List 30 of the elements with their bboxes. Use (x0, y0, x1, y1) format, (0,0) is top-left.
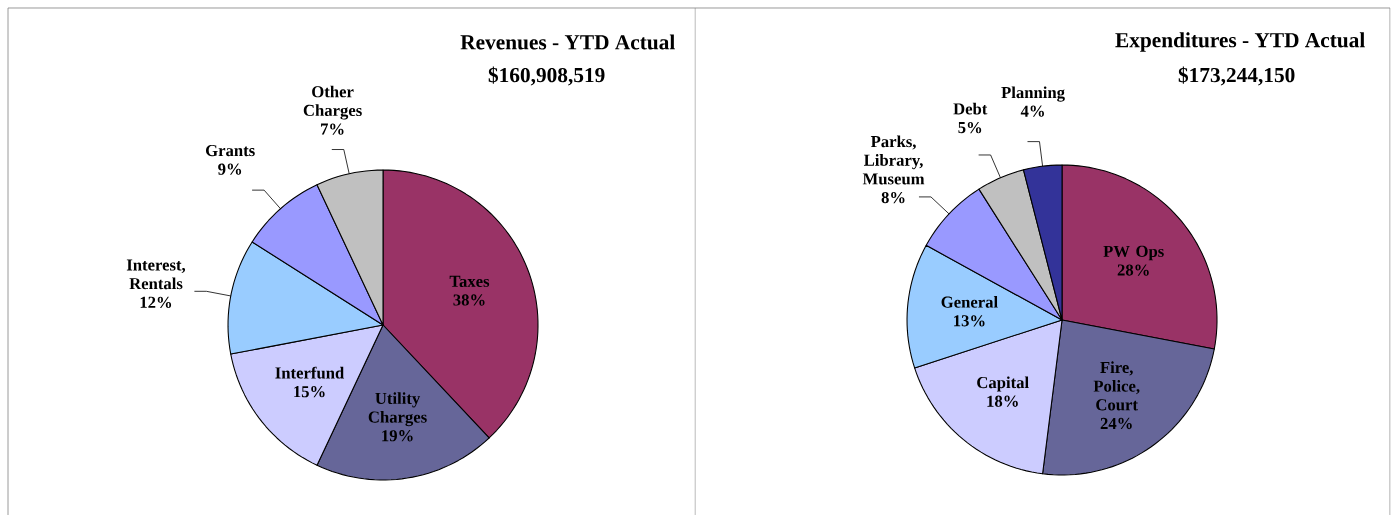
data-label: 9% (218, 163, 242, 175)
data-label: 13% (954, 315, 985, 327)
slice-label: General (941, 296, 998, 308)
slice-label: Other Charges (303, 85, 362, 120)
chart-title: Expenditures - YTD Actual (1115, 32, 1365, 52)
data-label: 4% (1020, 105, 1044, 117)
slice-label: Capital (977, 376, 1029, 392)
data-label: 15% (294, 386, 325, 398)
slice-label: Debt (953, 102, 988, 115)
data-label: 18% (987, 395, 1018, 407)
data-label: 28% (1117, 264, 1149, 276)
data-label: 5% (958, 121, 982, 134)
slice-label: Taxes (449, 275, 490, 287)
slice-label: Utility Charges (368, 392, 427, 427)
data-label: 12% (140, 296, 172, 308)
slice-label: Interfund (275, 366, 345, 379)
slice-label: Parks, Library, Museum (862, 135, 925, 185)
slice-label: Grants (205, 144, 255, 157)
chart-subtitle: $173,244,150 (1178, 66, 1295, 86)
chart-title: Revenues - YTD Actual (460, 34, 675, 50)
chart-subtitle: $160,908,519 (488, 66, 605, 86)
slice-label: Planning (1001, 86, 1065, 102)
data-label: 8% (881, 191, 905, 204)
data-label: 19% (382, 430, 413, 442)
slice-label: Interest, Rentals (126, 259, 186, 290)
data-label: 24% (1100, 417, 1132, 430)
slice-label: Fire, Police, Court (1093, 361, 1140, 411)
data-label: 7% (321, 123, 344, 135)
slice-label: PW Ops (1103, 245, 1164, 261)
data-label: 38% (453, 294, 485, 306)
